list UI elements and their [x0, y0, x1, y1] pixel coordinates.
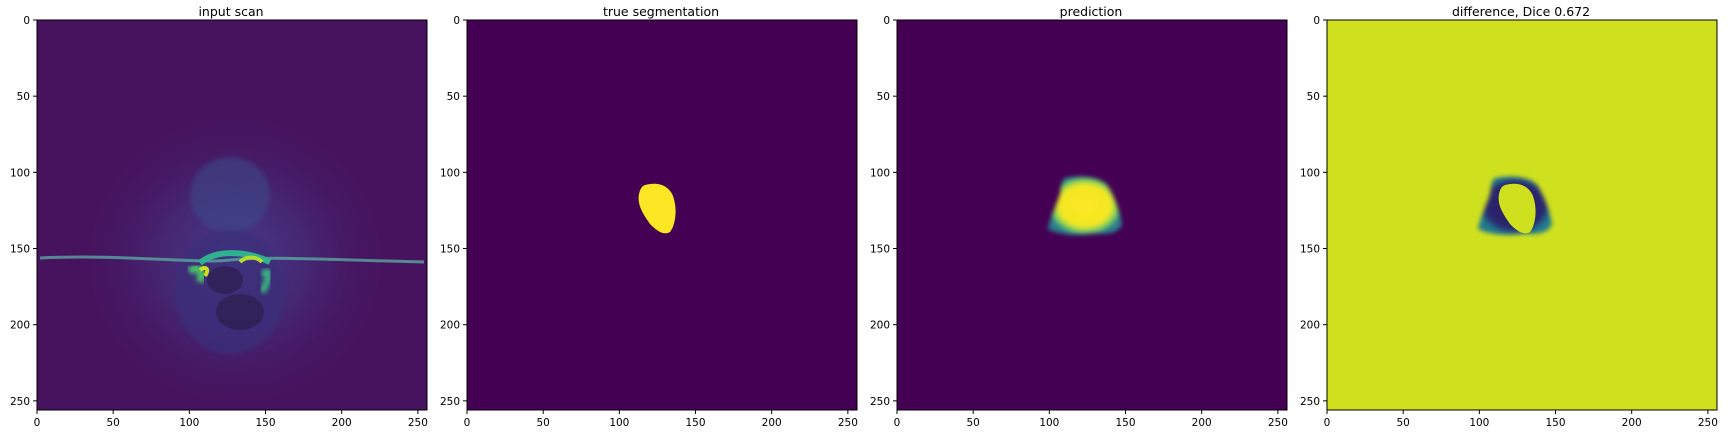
y-tick-label: 250	[440, 396, 460, 408]
x-tick-label: 250	[1698, 417, 1718, 429]
x-tick-label: 200	[332, 417, 352, 429]
y-tick-label: 100	[440, 167, 460, 179]
x-tick-label: 200	[762, 417, 782, 429]
panel-difference: difference, Dice 0.672	[1326, 4, 1718, 411]
panel-title: input scan	[198, 4, 263, 19]
x-tick-label: 0	[464, 417, 471, 429]
y-tick-label: 50	[17, 91, 30, 103]
x-tick-label: 250	[408, 417, 428, 429]
panel-prediction: prediction	[896, 4, 1288, 411]
y-tick-label: 150	[440, 244, 460, 256]
panel-axes: 0 50 100 150 200 250 0 50 100 150 200 250	[10, 15, 428, 429]
y-tick-label: 100	[1300, 167, 1320, 179]
panel-axes: 0 50 100 150 200 250 0 50 100 150 200 250	[870, 15, 1288, 429]
y-tick-label: 200	[1300, 320, 1320, 332]
panel-input-scan: input scan	[36, 4, 428, 411]
image-difference	[1326, 19, 1718, 411]
x-tick-label: 250	[838, 417, 858, 429]
x-tick-label: 100	[609, 417, 629, 429]
y-tick-label: 0	[1313, 15, 1320, 27]
y-tick-label: 50	[1307, 91, 1320, 103]
x-tick-label: 200	[1622, 417, 1642, 429]
y-tick-label: 50	[877, 91, 890, 103]
x-tick-label: 150	[255, 417, 275, 429]
y-tick-label: 150	[870, 244, 890, 256]
panel-title: true segmentation	[603, 4, 719, 19]
y-tick-label: 0	[23, 15, 30, 27]
panel-axes: 0 50 100 150 200 250 0 50 100 150 200 250	[440, 15, 858, 429]
x-tick-label: 50	[966, 417, 979, 429]
x-tick-label: 200	[1192, 417, 1212, 429]
panel-true-segmentation: true segmentation	[466, 4, 858, 411]
x-tick-label: 150	[685, 417, 705, 429]
image-prediction	[896, 19, 1288, 411]
x-tick-label: 150	[1545, 417, 1565, 429]
panel-axes: 0 50 100 150 200 250 0 50 100 150 200 250	[1300, 15, 1718, 429]
axes-layer: 0 50 100 150 200 250 0 50 100 150 200 250 0 50 100 150 2…	[10, 15, 1718, 429]
y-tick-label: 0	[453, 15, 460, 27]
x-tick-label: 0	[894, 417, 901, 429]
y-tick-label: 50	[447, 91, 460, 103]
panel-title: difference, Dice 0.672	[1452, 4, 1590, 19]
y-tick-label: 200	[440, 320, 460, 332]
x-tick-label: 250	[1268, 417, 1288, 429]
x-tick-label: 100	[1039, 417, 1059, 429]
x-tick-label: 50	[1396, 417, 1409, 429]
panel-title: prediction	[1060, 4, 1123, 19]
x-tick-label: 150	[1115, 417, 1135, 429]
y-tick-label: 100	[870, 167, 890, 179]
y-tick-label: 250	[10, 396, 30, 408]
image-input-scan	[36, 19, 428, 411]
y-tick-label: 150	[10, 244, 30, 256]
image-true-segmentation	[466, 19, 858, 411]
x-tick-label: 50	[106, 417, 119, 429]
x-tick-label: 0	[1324, 417, 1331, 429]
y-tick-label: 250	[870, 396, 890, 408]
x-tick-label: 0	[34, 417, 41, 429]
y-tick-label: 200	[10, 320, 30, 332]
y-tick-label: 100	[10, 167, 30, 179]
y-tick-label: 200	[870, 320, 890, 332]
x-tick-label: 100	[1469, 417, 1489, 429]
y-tick-label: 0	[883, 15, 890, 27]
y-tick-label: 250	[1300, 396, 1320, 408]
x-tick-label: 50	[536, 417, 549, 429]
y-tick-label: 150	[1300, 244, 1320, 256]
x-tick-label: 100	[179, 417, 199, 429]
